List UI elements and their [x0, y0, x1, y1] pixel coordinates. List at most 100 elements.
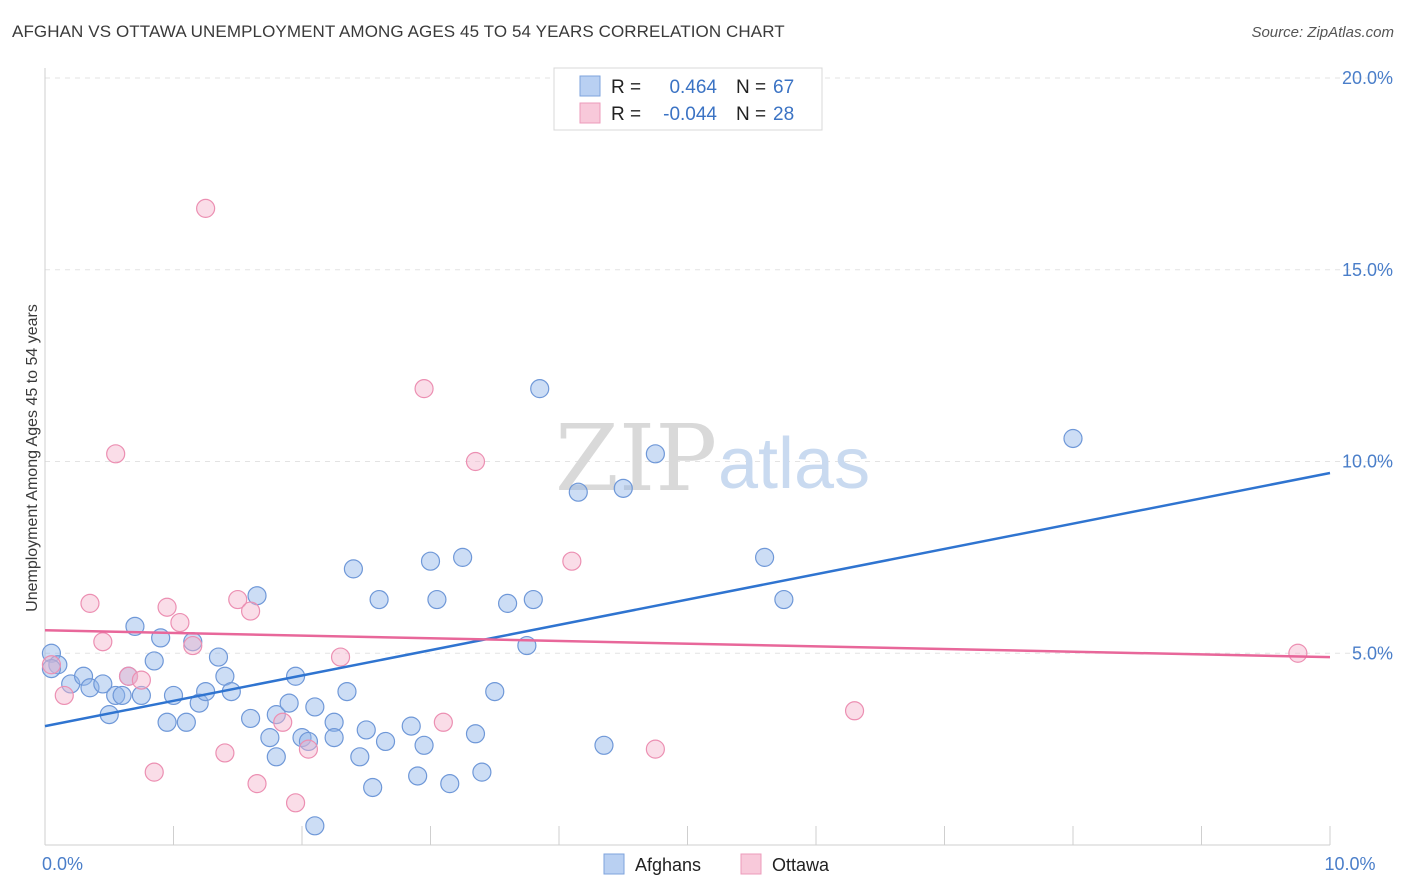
legend-r-label-1: R = [611, 77, 641, 98]
ottawa-point [215, 743, 235, 763]
series-legend: Afghans Ottawa [603, 853, 830, 875]
ottawa-trend-line [44, 628, 1331, 659]
ottawa-point [298, 739, 319, 759]
afghans-point [196, 681, 216, 702]
afghans-point [176, 712, 196, 732]
afghans-point [356, 720, 376, 740]
y-axis-label: Unemployment Among Ages 45 to 54 years [24, 304, 41, 612]
ottawa-point [144, 762, 164, 782]
afghans-point [266, 747, 286, 767]
afghans-point [369, 589, 389, 610]
afghans-point [523, 589, 543, 610]
ottawa-point [196, 198, 216, 218]
x-tick-label: 10.0% [1324, 854, 1375, 874]
afghans-point [465, 724, 486, 744]
ottawa-point [131, 670, 151, 690]
afghans-point [73, 666, 94, 686]
ottawa-point [41, 655, 62, 675]
y-tick-label: 5.0% [1352, 643, 1393, 663]
ottawa-point [54, 685, 74, 706]
afghans-point [774, 589, 794, 610]
legend-n-value-1: 67 [773, 77, 794, 98]
afghans-point [645, 444, 665, 464]
afghans-point [266, 705, 286, 725]
legend-swatch-ottawa [579, 102, 601, 124]
chart-title: AFGHAN VS OTTAWA UNEMPLOYMENT AMONG AGES… [12, 22, 785, 41]
ottawa-point [118, 666, 139, 686]
afghans-point [414, 735, 434, 755]
afghans-point [305, 697, 325, 717]
watermark-atlas: atlas [718, 424, 870, 504]
ottawa-point [330, 647, 351, 667]
legend-n-label-1: N = [736, 77, 766, 98]
ottawa-point [93, 632, 113, 652]
bottom-legend-swatch-ottawa [740, 853, 762, 875]
ottawa-point [273, 712, 293, 732]
afghans-point [41, 643, 62, 663]
watermark-zip: ZIP [555, 405, 717, 512]
afghans-point [401, 716, 421, 736]
gridlines [45, 77, 1395, 654]
legend-r-value-2: -0.044 [663, 104, 717, 125]
afghans-point [472, 762, 492, 782]
afghans-point [343, 559, 363, 579]
afghans-point [324, 728, 344, 748]
afghans-point [453, 547, 473, 567]
afghans-point [93, 674, 113, 694]
afghans-point [305, 816, 325, 836]
y-tick-label: 20.0% [1342, 68, 1393, 88]
afghans-point [324, 712, 344, 732]
legend-n-value-2: 28 [773, 104, 794, 125]
source-label: Source: ZipAtlas.com [1251, 24, 1394, 41]
ottawa-point [414, 379, 434, 399]
afghans-point [157, 712, 177, 732]
afghans-point [260, 728, 280, 748]
afghans-point [754, 547, 775, 567]
ottawa-point [562, 551, 582, 571]
afghans-point [375, 731, 396, 752]
afghans-point [241, 708, 261, 729]
afghans-point [80, 678, 100, 698]
afghans-point [350, 747, 370, 767]
afghans-point [568, 482, 588, 502]
afghans-point [279, 693, 299, 713]
afghans-point [144, 651, 164, 671]
axes [44, 68, 1331, 846]
ottawa-point [1288, 643, 1308, 663]
ottawa-point [183, 635, 203, 656]
ottawa-point [170, 612, 190, 633]
afghans-point [420, 551, 441, 571]
ottawa-point [465, 451, 486, 472]
afghans-point [112, 685, 132, 706]
legend-swatch-afghans [579, 75, 601, 97]
ottawa-point [106, 444, 126, 464]
afghans-trend-line [44, 471, 1331, 728]
afghans-point [427, 589, 447, 610]
legend-n-label-2: N = [736, 104, 766, 125]
afghans-point [106, 685, 126, 706]
y-tick-label: 15.0% [1342, 260, 1393, 280]
bottom-legend-afghans: Afghans [635, 855, 701, 875]
y-tick-label: 10.0% [1342, 452, 1393, 472]
legend-r-label-2: R = [611, 104, 641, 125]
afghans-point [131, 685, 151, 706]
x-tick-label: 0.0% [42, 854, 83, 874]
afghans-point [189, 693, 209, 713]
ottawa-point [844, 701, 865, 721]
afghans-point [408, 766, 428, 786]
afghans-point [208, 647, 229, 667]
bottom-legend-ottawa: Ottawa [772, 855, 830, 875]
ottawa-point [433, 712, 453, 732]
afghans-point [298, 731, 319, 752]
data-points [41, 198, 1308, 836]
afghans-point [498, 593, 518, 613]
afghans-point [337, 681, 357, 702]
afghans-point [363, 777, 383, 798]
ottawa-point [241, 601, 261, 621]
ottawa-point [228, 589, 248, 610]
afghans-point [530, 379, 550, 399]
ottawa-point [247, 774, 267, 794]
legend-r-value-1: 0.464 [669, 77, 717, 98]
trend-lines [44, 471, 1331, 728]
afghans-point [485, 681, 505, 702]
